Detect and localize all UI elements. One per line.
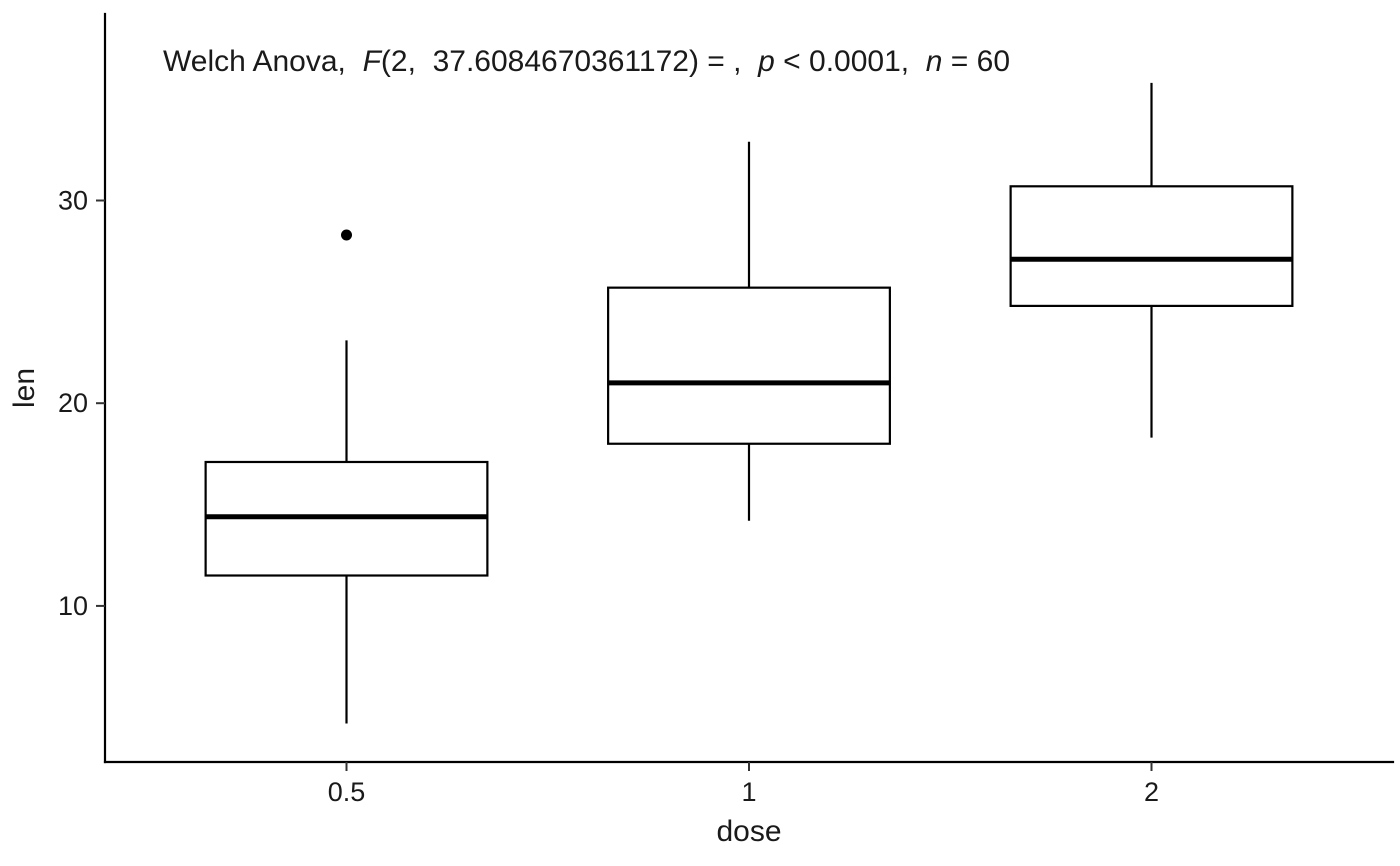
x-tick-label: 1 <box>741 777 756 807</box>
y-tick-label: 20 <box>58 388 88 418</box>
box <box>607 286 891 445</box>
x-axis-title: dose <box>716 815 781 848</box>
box <box>1009 185 1294 308</box>
plot-subtitle: Welch Anova, F(2, 37.6084670361172) = , … <box>163 45 1010 78</box>
outlier-point <box>341 229 352 241</box>
plot-panel: 10 20 30 0.5 1 2 Welch Anova, F(2, 37.60846703… <box>58 12 1395 807</box>
y-axis-title: len <box>8 368 41 408</box>
y-tick-label: 10 <box>58 591 88 621</box>
x-tick-label: 2 <box>1144 777 1159 807</box>
x-tick-label: 0.5 <box>328 777 366 807</box>
y-tick-label: 30 <box>58 185 88 215</box>
